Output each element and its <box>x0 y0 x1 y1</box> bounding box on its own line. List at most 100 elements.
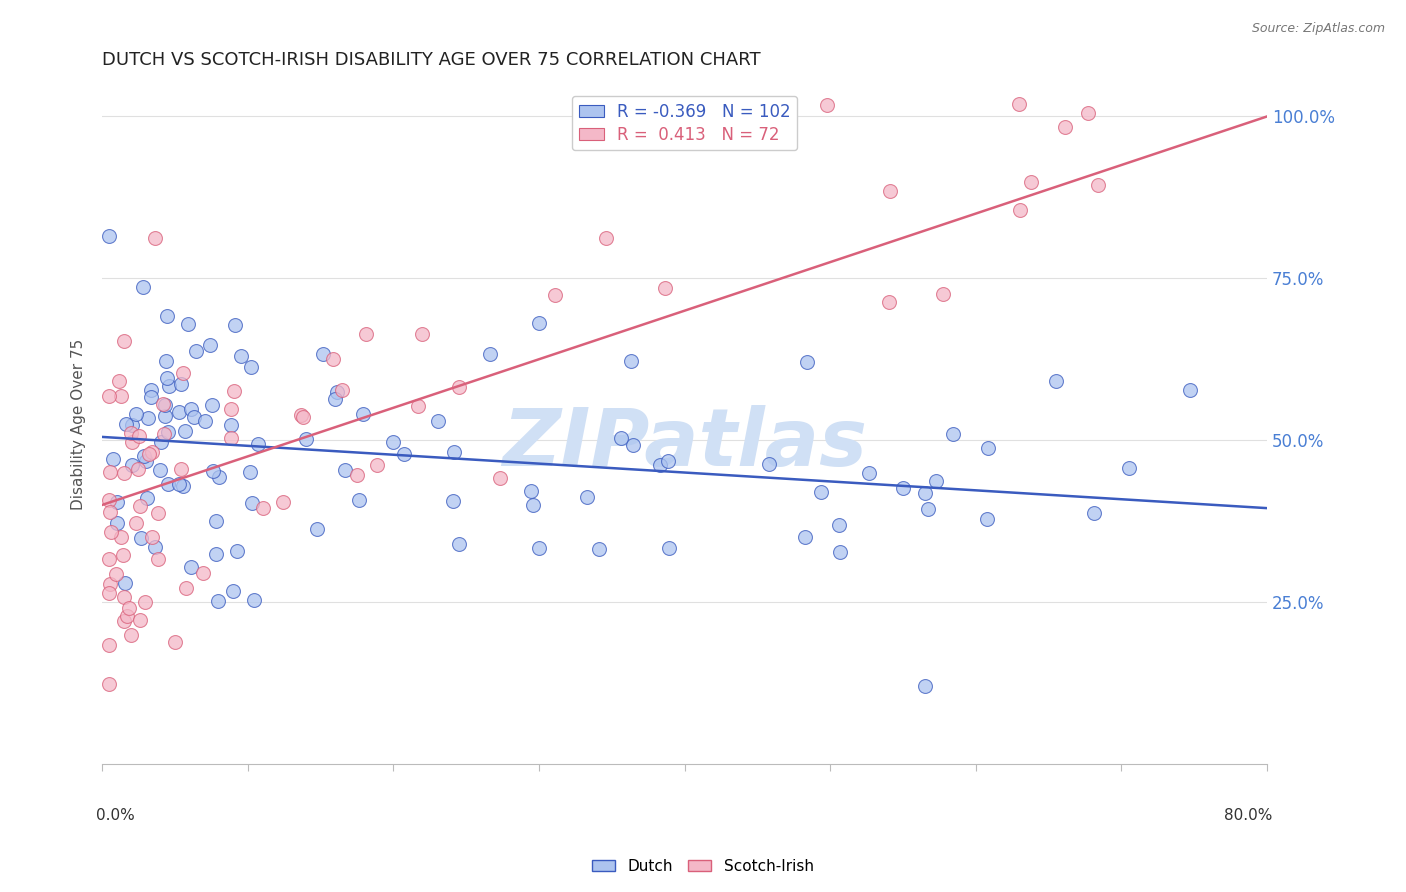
Point <box>120 627 142 641</box>
Point <box>1054 120 1077 134</box>
Point <box>120 425 142 440</box>
Point <box>155 353 177 368</box>
Point <box>650 458 672 473</box>
Point <box>201 464 224 478</box>
Point <box>98 389 121 403</box>
Point <box>219 418 242 433</box>
Point <box>143 540 166 554</box>
Point <box>796 354 818 368</box>
Point <box>172 479 194 493</box>
Point <box>609 431 631 445</box>
Point <box>658 541 681 555</box>
Point <box>127 462 149 476</box>
Point <box>225 544 247 558</box>
Point <box>153 398 176 412</box>
Point <box>1087 178 1109 192</box>
Point <box>172 366 194 380</box>
Point <box>976 512 998 526</box>
Point <box>392 447 415 461</box>
Point <box>100 505 122 519</box>
Point <box>941 427 963 442</box>
Point <box>925 474 948 488</box>
Point <box>229 349 252 363</box>
Point <box>134 449 156 463</box>
Point <box>121 434 143 449</box>
Point <box>98 638 121 652</box>
Point <box>134 595 156 609</box>
Point <box>105 495 128 509</box>
Point <box>180 402 202 417</box>
Point <box>1083 506 1105 520</box>
Point <box>406 400 429 414</box>
Point <box>291 409 314 424</box>
Point <box>1021 175 1043 189</box>
Point <box>758 457 780 471</box>
Point <box>132 280 155 294</box>
Point <box>443 445 465 459</box>
Point <box>108 374 131 388</box>
Point <box>174 424 197 438</box>
Point <box>184 344 207 359</box>
Point <box>522 498 544 512</box>
Point <box>1045 374 1067 388</box>
Point <box>159 378 181 392</box>
Point <box>149 463 172 477</box>
Point <box>858 467 880 481</box>
Point <box>307 522 329 536</box>
Point <box>105 567 128 582</box>
Point <box>1008 202 1031 217</box>
Point <box>449 537 471 551</box>
Point <box>157 476 180 491</box>
Point <box>1007 96 1029 111</box>
Point <box>156 371 179 385</box>
Point <box>143 231 166 245</box>
Point <box>98 676 121 690</box>
Point <box>527 316 550 330</box>
Point <box>180 560 202 574</box>
Point <box>621 438 644 452</box>
Point <box>1118 461 1140 475</box>
Point <box>917 501 939 516</box>
Point <box>271 495 294 509</box>
Point <box>346 468 368 483</box>
Point <box>222 583 245 598</box>
Point <box>112 591 135 605</box>
Point <box>239 465 262 479</box>
Point <box>98 228 121 243</box>
Point <box>382 434 405 449</box>
Point <box>243 593 266 607</box>
Point <box>411 326 433 341</box>
Point <box>620 354 643 368</box>
Point <box>114 417 136 432</box>
Point <box>354 326 377 341</box>
Point <box>112 467 135 481</box>
Point <box>793 531 815 545</box>
Point <box>183 409 205 424</box>
Point <box>520 483 543 498</box>
Point <box>240 496 263 510</box>
Point <box>205 514 228 528</box>
Point <box>152 397 174 411</box>
Point <box>135 491 157 506</box>
Point <box>654 281 676 295</box>
Point <box>330 383 353 397</box>
Point <box>125 407 148 421</box>
Point <box>527 541 550 555</box>
Point <box>333 463 356 477</box>
Point <box>198 338 221 352</box>
Point <box>879 184 901 198</box>
Y-axis label: Disability Age Over 75: Disability Age Over 75 <box>72 338 86 509</box>
Point <box>201 398 224 412</box>
Point <box>224 318 246 332</box>
Point <box>105 516 128 531</box>
Text: 80.0%: 80.0% <box>1225 808 1272 823</box>
Point <box>167 405 190 419</box>
Text: DUTCH VS SCOTCH-IRISH DISABILITY AGE OVER 75 CORRELATION CHART: DUTCH VS SCOTCH-IRISH DISABILITY AGE OVE… <box>103 51 761 69</box>
Point <box>208 470 231 484</box>
Point <box>115 609 138 624</box>
Point <box>103 452 125 467</box>
Point <box>139 390 162 404</box>
Point <box>588 541 610 556</box>
Point <box>176 317 198 331</box>
Point <box>156 425 179 439</box>
